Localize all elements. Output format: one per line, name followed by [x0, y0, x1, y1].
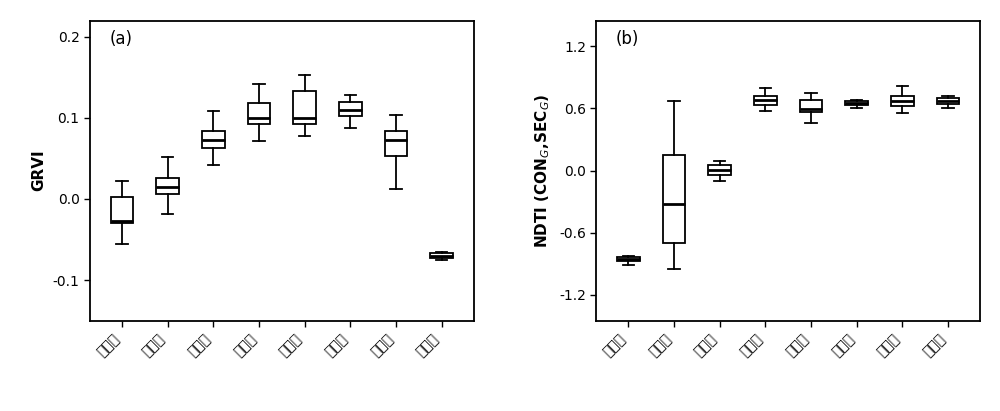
PathPatch shape — [891, 96, 914, 106]
PathPatch shape — [845, 102, 868, 105]
PathPatch shape — [293, 91, 316, 125]
PathPatch shape — [430, 253, 453, 258]
PathPatch shape — [937, 98, 959, 104]
Text: (a): (a) — [109, 30, 132, 48]
Y-axis label: NDTI (CON$_G$,SEC$_G$): NDTI (CON$_G$,SEC$_G$) — [533, 93, 552, 248]
PathPatch shape — [708, 165, 731, 175]
PathPatch shape — [339, 102, 362, 116]
PathPatch shape — [385, 131, 407, 156]
PathPatch shape — [156, 178, 179, 194]
PathPatch shape — [111, 197, 133, 223]
Y-axis label: GRVI: GRVI — [31, 150, 46, 192]
PathPatch shape — [663, 155, 685, 243]
PathPatch shape — [617, 257, 640, 261]
PathPatch shape — [248, 103, 270, 124]
PathPatch shape — [754, 96, 777, 105]
PathPatch shape — [202, 131, 225, 148]
Text: (b): (b) — [616, 30, 639, 48]
PathPatch shape — [800, 100, 822, 112]
